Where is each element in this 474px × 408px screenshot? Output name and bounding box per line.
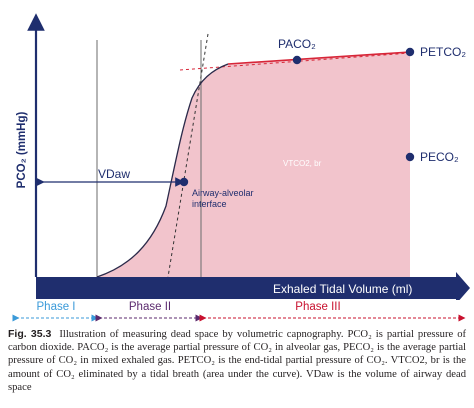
phase3-label: Phase III [295, 301, 340, 313]
figure-caption: Fig. 35.3 Illustration of measuring dead… [8, 328, 466, 394]
capnography-figure: VDaw PACO₂ PETCO₂ PECO₂ VTCO2, br Airway… [16, 13, 470, 300]
phase2-tangent [167, 33, 209, 278]
phase-bar: Phase I Phase II Phase III [12, 301, 466, 322]
petco2-point [405, 47, 415, 57]
peco2-label: PECO₂ [420, 150, 459, 164]
paco2-point [292, 55, 302, 65]
phase1-label: Phase I [37, 301, 76, 313]
vtco2-area [97, 52, 410, 277]
x-axis-bar [36, 277, 456, 299]
caption-label: Fig. 35.3 [8, 328, 52, 340]
vdaw-label: VDaw [98, 167, 130, 181]
caption-text: Illustration of measuring dead space by … [8, 329, 467, 393]
capnogram-curve [96, 63, 229, 278]
airway-interface-point [179, 177, 189, 187]
peco2-point [405, 152, 415, 162]
petco2-label: PETCO₂ [420, 45, 466, 59]
airway-interface-label: Airway-alveolar interface [192, 188, 254, 209]
x-axis-label: Exhaled Tidal Volume (ml) [273, 282, 412, 296]
phase3-slope-line [227, 51, 411, 65]
phase2-label: Phase II [129, 301, 171, 313]
x-axis-arrowhead [456, 272, 470, 300]
paco2-label: PACO₂ [278, 37, 316, 51]
y-axis-label: PCO₂ (mmHg) [16, 112, 28, 189]
vtco2-label: VTCO2, br [283, 159, 322, 168]
